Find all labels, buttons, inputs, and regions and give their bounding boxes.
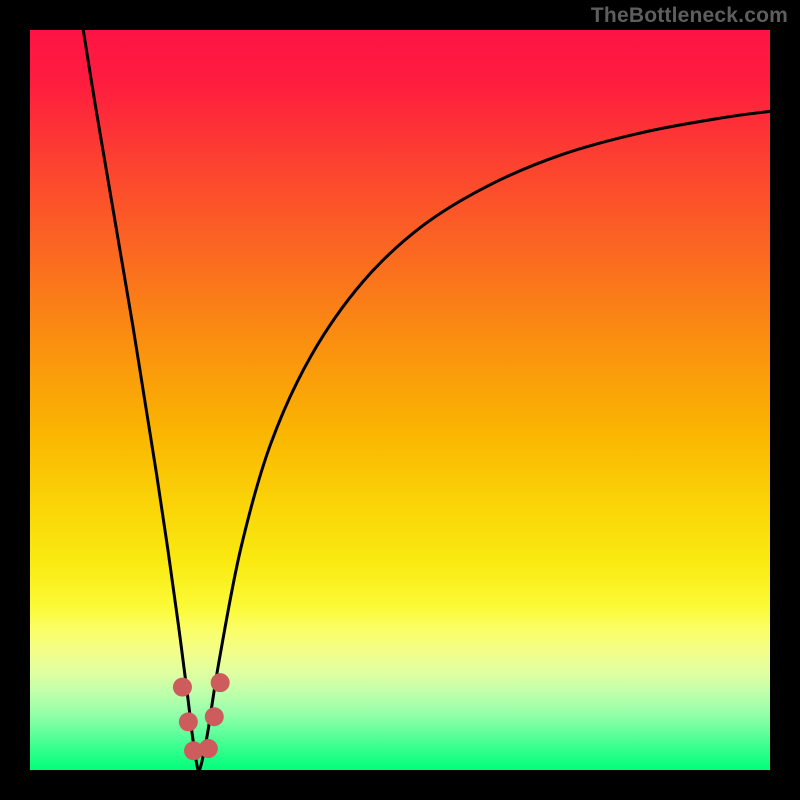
bottleneck-chart (0, 0, 800, 800)
chart-canvas: TheBottleneck.com (0, 0, 800, 800)
gradient-background (30, 30, 770, 770)
marker-dot (173, 678, 192, 697)
watermark-text: TheBottleneck.com (591, 4, 788, 28)
marker-dot (205, 707, 224, 726)
marker-dot (211, 673, 230, 692)
marker-dot (179, 712, 198, 731)
marker-dot (199, 739, 218, 758)
